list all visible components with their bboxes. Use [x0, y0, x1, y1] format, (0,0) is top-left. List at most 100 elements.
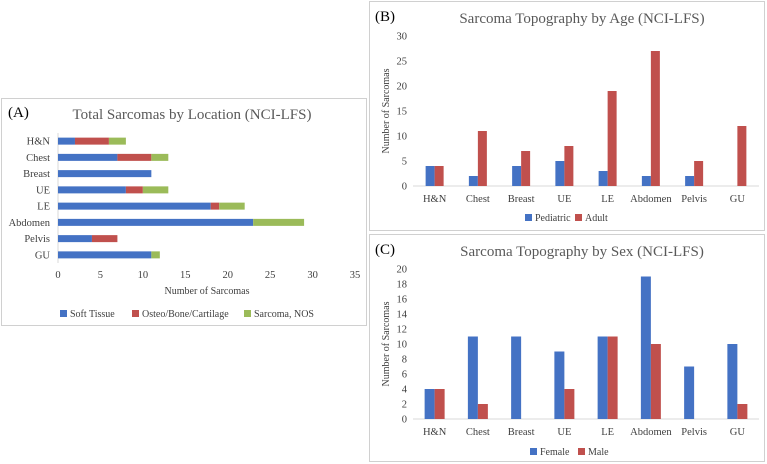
chart-a-legend-label-osteo-bone-cartilage: Osteo/Bone/Cartilage: [142, 309, 229, 320]
chart-a-bar-abdomen-sarcoma-nos: [253, 218, 305, 226]
chart-b-bar-breast-adult: [521, 151, 531, 186]
chart-c-y-axis-title: Number of Sarcomas: [381, 301, 392, 386]
chart-c-y-tick-6: 6: [402, 370, 407, 381]
chart-a-bar-le-soft-tissue: [58, 202, 211, 210]
chart-c-y-tick-16: 16: [397, 295, 408, 306]
chart-b-y-axis-title: Number of Sarcomas: [381, 68, 392, 153]
chart-b-y-tick-5: 5: [402, 157, 407, 168]
chart-b-bar-h-n-pediatric: [425, 166, 435, 186]
chart-a-x-tick-15: 15: [180, 270, 191, 281]
chart-a-legend-swatch-sarcoma-nos: [244, 310, 251, 317]
chart-c-category-ue: UE: [557, 427, 571, 438]
chart-b-category-gu: GU: [730, 194, 746, 205]
chart-c-title: Sarcoma Topography by Sex (NCI-LFS): [460, 244, 704, 260]
chart-a-category-ue: UE: [36, 185, 50, 196]
chart-b-bar-le-pediatric: [598, 171, 608, 186]
chart-c-bar-abdomen-male: [650, 344, 661, 419]
chart-b-category-abdomen: Abdomen: [630, 194, 672, 205]
chart-c-bar-breast-female: [511, 336, 522, 419]
chart-c-svg: (C) Sarcoma Topography by Sex (NCI-LFS) 0 2…: [375, 242, 759, 458]
chart-c-bar-h-n-female: [424, 389, 435, 419]
chart-b-bar-abdomen-adult: [650, 51, 660, 186]
chart-a-bar-gu-sarcoma-nos: [151, 251, 160, 259]
chart-a-bar-chest-soft-tissue: [58, 153, 118, 161]
chart-b-y-tick-10: 10: [397, 132, 408, 143]
chart-c-legend-label-female: Female: [540, 447, 570, 458]
chart-a-bar-breast-soft-tissue: [58, 170, 152, 178]
chart-a-x-axis-title: Number of Sarcomas: [165, 286, 250, 297]
chart-a-title: Total Sarcomas by Location (NCI-LFS): [73, 107, 312, 123]
chart-b-bar-abdomen-pediatric: [641, 176, 651, 186]
chart-a-bar-le-sarcoma-nos: [219, 202, 245, 210]
chart-c-bar-pelvis-female: [684, 366, 695, 419]
chart-b-y-tick-25: 25: [397, 57, 408, 68]
chart-b-legend-label-adult: Adult: [585, 213, 608, 224]
chart-a-x-tick-20: 20: [222, 270, 233, 281]
chart-a-bar-ue-sarcoma-nos: [142, 186, 169, 194]
chart-b-bar-gu-adult: [737, 126, 747, 186]
panel-label-b: (B): [375, 9, 395, 25]
chart-a-bar-abdomen-soft-tissue: [58, 218, 254, 226]
chart-c-y-tick-20: 20: [397, 265, 408, 276]
chart-c-bar-abdomen-female: [640, 276, 651, 419]
chart-a-bar-chest-osteo-bone-cartilage: [117, 153, 152, 161]
chart-a-bar-pelvis-osteo-bone-cartilage: [91, 235, 118, 243]
chart-b-bar-chest-pediatric: [468, 176, 478, 186]
chart-b-svg: (B) Sarcoma Topography by Age (NCI-LFS) 0 5…: [375, 9, 759, 224]
chart-b-legend-swatch-pediatric: [525, 214, 532, 221]
chart-b-y-tick-0: 0: [402, 182, 407, 193]
chart-c-bar-chest-male: [477, 404, 488, 419]
chart-c-bar-ue-male: [564, 389, 575, 419]
chart-b-category-ue: UE: [557, 194, 571, 205]
chart-b-legend-label-pediatric: Pediatric: [535, 213, 571, 224]
chart-a-legend-swatch-soft-tissue: [60, 310, 67, 317]
chart-a-bar-chest-sarcoma-nos: [151, 153, 169, 161]
chart-a-category-gu: GU: [35, 250, 51, 261]
chart-c-bar-ue-female: [554, 351, 565, 419]
chart-b-bar-ue-pediatric: [555, 161, 565, 186]
chart-a-legend-label-soft-tissue: Soft Tissue: [70, 309, 115, 320]
chart-a-category-breast: Breast: [23, 169, 50, 180]
chart-c-y-tick-2: 2: [402, 400, 407, 411]
chart-c-bar-gu-female: [727, 344, 738, 419]
chart-c-bar-gu-male: [737, 404, 748, 419]
panel-label-c: (C): [375, 242, 395, 258]
chart-a-category-chest: Chest: [26, 153, 50, 164]
chart-panel-b: (B) Sarcoma Topography by Age (NCI-LFS) 0 5…: [369, 1, 765, 231]
chart-b-y-tick-30: 30: [397, 32, 408, 43]
chart-b-legend-swatch-adult: [575, 214, 582, 221]
chart-b-y-tick-15: 15: [397, 107, 408, 118]
chart-c-legend-swatch-male: [578, 448, 585, 455]
chart-b-bar-h-n-adult: [434, 166, 444, 186]
chart-b-category-pelvis: Pelvis: [681, 194, 707, 205]
chart-a-category-pelvis: Pelvis: [24, 234, 50, 245]
chart-a-x-tick-10: 10: [138, 270, 149, 281]
chart-a-category-h-n: H&N: [27, 137, 51, 148]
chart-b-bar-pelvis-pediatric: [685, 176, 695, 186]
chart-c-bar-le-male: [607, 336, 618, 419]
chart-panel-c: (C) Sarcoma Topography by Sex (NCI-LFS) 0 2…: [369, 234, 765, 462]
panel-label-a: (A): [8, 105, 29, 121]
chart-c-bar-chest-female: [467, 336, 478, 419]
chart-a-category-le: LE: [37, 202, 50, 213]
chart-c-category-abdomen: Abdomen: [630, 427, 672, 438]
chart-c-y-tick-12: 12: [397, 325, 408, 336]
chart-a-legend-label-sarcoma-nos: Sarcoma, NOS: [254, 309, 314, 320]
chart-c-category-pelvis: Pelvis: [681, 427, 707, 438]
chart-a-bar-h-n-sarcoma-nos: [108, 137, 126, 145]
chart-c-legend-swatch-female: [530, 448, 537, 455]
chart-c-bar-h-n-male: [434, 389, 445, 419]
chart-a-bar-h-n-soft-tissue: [58, 137, 75, 145]
chart-c-category-h-n: H&N: [423, 427, 447, 438]
chart-a-bar-le-osteo-bone-cartilage: [210, 202, 220, 210]
chart-c-category-gu: GU: [730, 427, 746, 438]
chart-b-bar-le-adult: [607, 91, 617, 186]
chart-b-category-le: LE: [601, 194, 614, 205]
chart-c-legend-label-male: Male: [588, 447, 609, 458]
chart-c-y-tick-0: 0: [402, 415, 407, 426]
chart-b-category-chest: Chest: [466, 194, 490, 205]
chart-a-bar-ue-soft-tissue: [58, 186, 126, 194]
chart-b-title: Sarcoma Topography by Age (NCI-LFS): [459, 11, 704, 27]
chart-c-y-tick-14: 14: [397, 310, 408, 321]
chart-c-category-le: LE: [601, 427, 614, 438]
